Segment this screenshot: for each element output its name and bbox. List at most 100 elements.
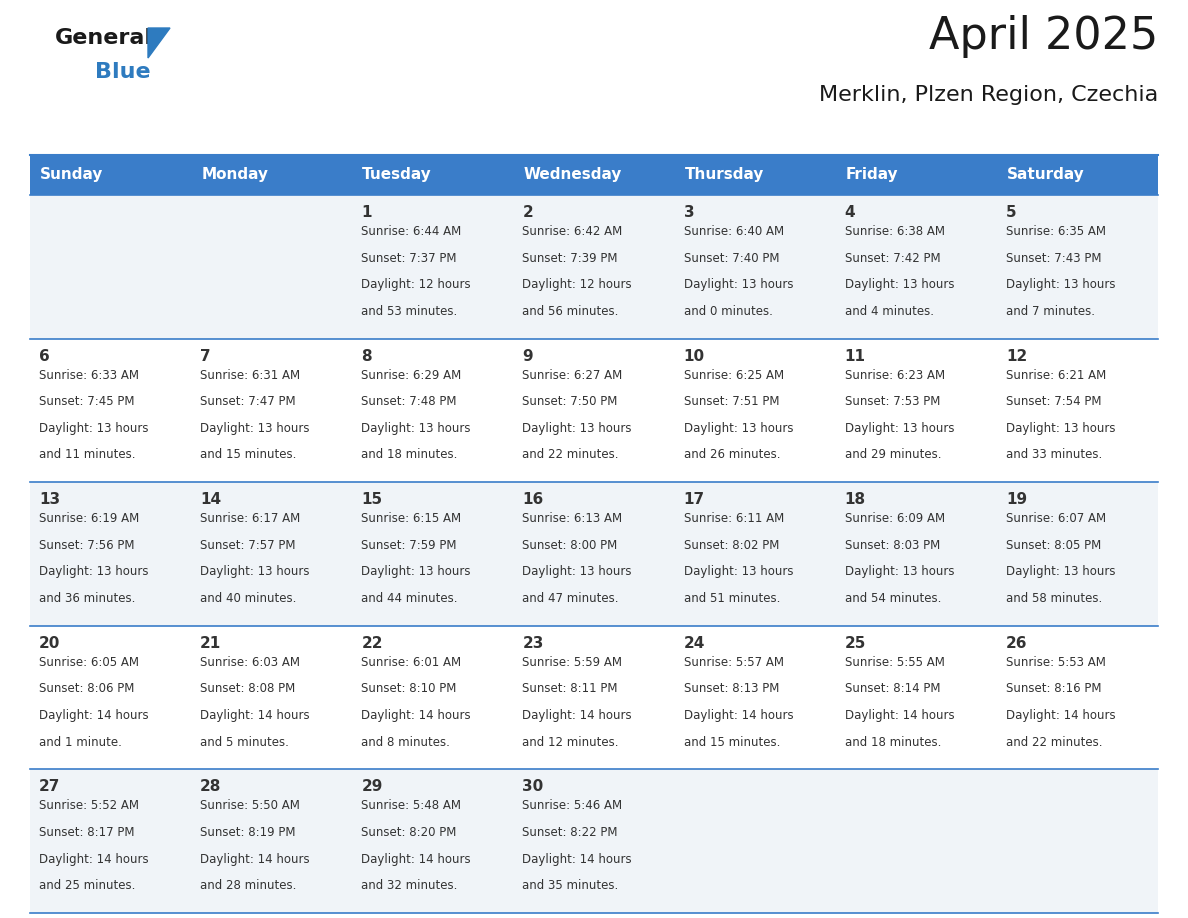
Text: Sunrise: 5:55 AM: Sunrise: 5:55 AM [845, 655, 944, 669]
Text: Daylight: 14 hours: Daylight: 14 hours [39, 853, 148, 866]
Text: Tuesday: Tuesday [362, 167, 432, 183]
Text: and 29 minutes.: and 29 minutes. [845, 448, 941, 462]
Text: 23: 23 [523, 636, 544, 651]
Text: and 18 minutes.: and 18 minutes. [845, 735, 941, 748]
Text: 3: 3 [683, 205, 694, 220]
Text: 16: 16 [523, 492, 544, 508]
Text: and 4 minutes.: and 4 minutes. [845, 305, 934, 318]
Text: and 8 minutes.: and 8 minutes. [361, 735, 450, 748]
Text: Sunset: 8:13 PM: Sunset: 8:13 PM [683, 682, 779, 695]
Text: 19: 19 [1006, 492, 1026, 508]
Text: Sunrise: 6:15 AM: Sunrise: 6:15 AM [361, 512, 461, 525]
Text: and 11 minutes.: and 11 minutes. [39, 448, 135, 462]
Text: Saturday: Saturday [1007, 167, 1085, 183]
Text: Sunset: 8:14 PM: Sunset: 8:14 PM [845, 682, 940, 695]
Text: Daylight: 14 hours: Daylight: 14 hours [39, 709, 148, 722]
Text: Sunset: 8:17 PM: Sunset: 8:17 PM [39, 826, 134, 839]
Text: Daylight: 13 hours: Daylight: 13 hours [845, 565, 954, 578]
Text: 27: 27 [39, 779, 61, 794]
Text: Sunrise: 6:35 AM: Sunrise: 6:35 AM [1006, 225, 1106, 238]
Text: 7: 7 [200, 349, 210, 364]
Text: 6: 6 [39, 349, 50, 364]
Text: 26: 26 [1006, 636, 1028, 651]
Text: Sunset: 7:45 PM: Sunset: 7:45 PM [39, 395, 134, 409]
Text: and 33 minutes.: and 33 minutes. [1006, 448, 1102, 462]
Text: and 7 minutes.: and 7 minutes. [1006, 305, 1095, 318]
Text: Sunset: 7:43 PM: Sunset: 7:43 PM [1006, 252, 1101, 264]
Text: Sunset: 7:51 PM: Sunset: 7:51 PM [683, 395, 779, 409]
Text: Daylight: 13 hours: Daylight: 13 hours [361, 421, 470, 435]
Text: Monday: Monday [201, 167, 268, 183]
Text: and 51 minutes.: and 51 minutes. [683, 592, 781, 605]
Text: Sunset: 7:50 PM: Sunset: 7:50 PM [523, 395, 618, 409]
Text: Thursday: Thursday [684, 167, 764, 183]
Text: Daylight: 14 hours: Daylight: 14 hours [200, 709, 310, 722]
Text: Sunrise: 5:48 AM: Sunrise: 5:48 AM [361, 800, 461, 812]
Text: Sunrise: 6:33 AM: Sunrise: 6:33 AM [39, 369, 139, 382]
Text: Sunset: 8:00 PM: Sunset: 8:00 PM [523, 539, 618, 552]
Text: Sunrise: 6:40 AM: Sunrise: 6:40 AM [683, 225, 784, 238]
Text: Daylight: 13 hours: Daylight: 13 hours [523, 565, 632, 578]
Text: 1: 1 [361, 205, 372, 220]
Text: Sunset: 7:47 PM: Sunset: 7:47 PM [200, 395, 296, 409]
Text: Sunrise: 5:59 AM: Sunrise: 5:59 AM [523, 655, 623, 669]
Text: and 40 minutes.: and 40 minutes. [200, 592, 297, 605]
Text: Sunset: 7:56 PM: Sunset: 7:56 PM [39, 539, 134, 552]
Text: General: General [55, 28, 153, 48]
Text: 22: 22 [361, 636, 383, 651]
Bar [30, 339, 1158, 482]
Text: Sunday: Sunday [40, 167, 103, 183]
Text: 11: 11 [845, 349, 866, 364]
Text: Sunrise: 6:01 AM: Sunrise: 6:01 AM [361, 655, 461, 669]
Text: 2: 2 [523, 205, 533, 220]
Text: Sunset: 7:48 PM: Sunset: 7:48 PM [361, 395, 456, 409]
Text: 17: 17 [683, 492, 704, 508]
Bar [30, 155, 1158, 195]
Text: Sunrise: 6:05 AM: Sunrise: 6:05 AM [39, 655, 139, 669]
Text: Sunset: 7:54 PM: Sunset: 7:54 PM [1006, 395, 1101, 409]
Text: Sunrise: 6:23 AM: Sunrise: 6:23 AM [845, 369, 944, 382]
Text: Daylight: 13 hours: Daylight: 13 hours [361, 565, 470, 578]
Text: Daylight: 13 hours: Daylight: 13 hours [683, 278, 794, 291]
Text: and 26 minutes.: and 26 minutes. [683, 448, 781, 462]
Text: 10: 10 [683, 349, 704, 364]
Text: Sunset: 8:11 PM: Sunset: 8:11 PM [523, 682, 618, 695]
Text: Sunset: 8:22 PM: Sunset: 8:22 PM [523, 826, 618, 839]
Text: 5: 5 [1006, 205, 1017, 220]
Text: Sunrise: 6:42 AM: Sunrise: 6:42 AM [523, 225, 623, 238]
Text: Sunset: 8:03 PM: Sunset: 8:03 PM [845, 539, 940, 552]
Text: Sunrise: 6:17 AM: Sunrise: 6:17 AM [200, 512, 301, 525]
Text: 12: 12 [1006, 349, 1028, 364]
Bar [30, 195, 1158, 339]
Text: 29: 29 [361, 779, 383, 794]
Text: 14: 14 [200, 492, 221, 508]
Text: Sunrise: 5:46 AM: Sunrise: 5:46 AM [523, 800, 623, 812]
Text: and 12 minutes.: and 12 minutes. [523, 735, 619, 748]
Text: and 25 minutes.: and 25 minutes. [39, 879, 135, 892]
Text: Sunrise: 6:21 AM: Sunrise: 6:21 AM [1006, 369, 1106, 382]
Text: Daylight: 14 hours: Daylight: 14 hours [200, 853, 310, 866]
Text: and 56 minutes.: and 56 minutes. [523, 305, 619, 318]
Text: Sunrise: 6:03 AM: Sunrise: 6:03 AM [200, 655, 301, 669]
Text: Daylight: 13 hours: Daylight: 13 hours [39, 565, 148, 578]
Text: 28: 28 [200, 779, 221, 794]
Bar [30, 482, 1158, 626]
Bar [30, 626, 1158, 769]
Text: Daylight: 12 hours: Daylight: 12 hours [523, 278, 632, 291]
Text: Merklin, Plzen Region, Czechia: Merklin, Plzen Region, Czechia [819, 85, 1158, 105]
Text: Daylight: 14 hours: Daylight: 14 hours [845, 709, 954, 722]
Text: Daylight: 13 hours: Daylight: 13 hours [1006, 278, 1116, 291]
Text: and 0 minutes.: and 0 minutes. [683, 305, 772, 318]
Text: and 22 minutes.: and 22 minutes. [1006, 735, 1102, 748]
Text: Daylight: 13 hours: Daylight: 13 hours [845, 421, 954, 435]
Text: and 15 minutes.: and 15 minutes. [683, 735, 781, 748]
Text: and 58 minutes.: and 58 minutes. [1006, 592, 1102, 605]
Text: 20: 20 [39, 636, 61, 651]
Text: and 35 minutes.: and 35 minutes. [523, 879, 619, 892]
Text: and 1 minute.: and 1 minute. [39, 735, 122, 748]
Text: Daylight: 13 hours: Daylight: 13 hours [1006, 421, 1116, 435]
Text: and 53 minutes.: and 53 minutes. [361, 305, 457, 318]
Text: Blue: Blue [95, 62, 151, 82]
Text: and 47 minutes.: and 47 minutes. [523, 592, 619, 605]
Text: Sunrise: 5:53 AM: Sunrise: 5:53 AM [1006, 655, 1106, 669]
